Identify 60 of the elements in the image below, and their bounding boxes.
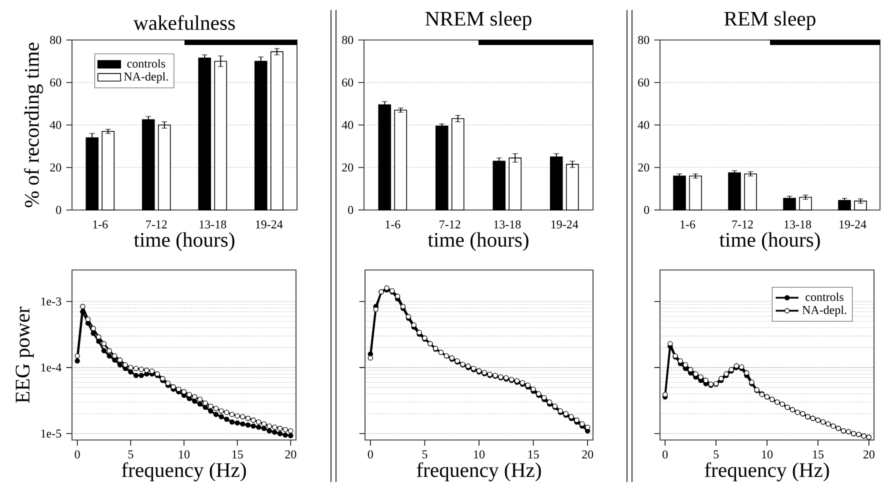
x-tick-label: 0 [368, 450, 373, 458]
y-tick-label: 20 [638, 163, 650, 172]
x-tick-label: 10 [179, 450, 190, 458]
x-tick-label: 0 [74, 450, 80, 458]
x-tick-label: 7-12 [732, 220, 753, 228]
y-tick-label: 60 [638, 78, 650, 87]
x-tick-label: 7-12 [146, 220, 167, 228]
y-tick-label: 0 [644, 206, 650, 214]
x-tick-label: 1-6 [680, 220, 696, 228]
x-tick-label: 13-18 [494, 220, 521, 228]
y-tick-label: 20 [50, 163, 62, 172]
legend-label: controls [806, 292, 844, 302]
x-axis-title: time (hours) [428, 232, 528, 252]
y-tick-label: 80 [50, 36, 62, 44]
chart-title: REM sleep [724, 11, 816, 30]
chart-title: NREM sleep [425, 11, 532, 30]
x-tick-label: 15 [813, 450, 824, 458]
y-tick-label: 1e-4 [41, 364, 62, 372]
y-tick-label: 1e-3 [41, 297, 62, 306]
x-tick-label: 15 [528, 450, 539, 458]
x-tick-label: 13-18 [200, 220, 226, 228]
x-tick-label: 1-6 [93, 220, 108, 228]
y-axis-title: % of recording time [24, 42, 44, 208]
x-tick-label: 5 [128, 450, 134, 458]
x-tick-label: 19-24 [840, 220, 866, 228]
x-axis-title: time (hours) [134, 232, 234, 252]
x-tick-label: 15 [232, 450, 243, 458]
x-tick-label: 10 [474, 450, 485, 458]
x-tick-label: 20 [582, 450, 594, 458]
legend-label: controls [127, 59, 166, 68]
y-tick-label: 40 [342, 120, 354, 130]
legend-label: NA-depl. [124, 72, 168, 84]
x-tick-label: 19-24 [551, 220, 578, 228]
y-tick-label: 60 [50, 78, 62, 87]
x-axis-title: frequency (Hz) [704, 462, 829, 482]
x-tick-label: 13-18 [784, 220, 812, 228]
legend-label: NA-depl. [802, 306, 846, 316]
y-tick-label: 80 [638, 36, 650, 44]
y-axis-title: EEG power [16, 306, 34, 403]
y-tick-label: 0 [348, 206, 354, 214]
x-tick-label: 1-6 [386, 220, 400, 228]
x-tick-label: 7-12 [440, 220, 460, 228]
x-tick-label: 0 [662, 450, 668, 458]
x-tick-label: 20 [863, 450, 874, 458]
x-tick-label: 5 [422, 450, 428, 458]
x-axis-title: frequency (Hz) [122, 462, 246, 482]
y-tick-label: 0 [56, 206, 62, 214]
y-tick-label: 20 [342, 163, 354, 172]
x-axis-title: time (hours) [719, 232, 820, 252]
y-tick-label: 1e-5 [41, 430, 62, 438]
y-tick-label: 60 [342, 78, 354, 87]
x-tick-label: 5 [714, 450, 719, 458]
x-tick-label: 10 [762, 450, 773, 458]
x-axis-title: frequency (Hz) [416, 462, 541, 482]
chart-title: wakefulness [133, 15, 235, 30]
x-tick-label: 19-24 [256, 220, 283, 228]
y-tick-label: 80 [342, 36, 354, 44]
y-tick-label: 40 [50, 120, 62, 130]
x-tick-label: 20 [285, 450, 296, 458]
y-tick-label: 40 [638, 120, 650, 130]
